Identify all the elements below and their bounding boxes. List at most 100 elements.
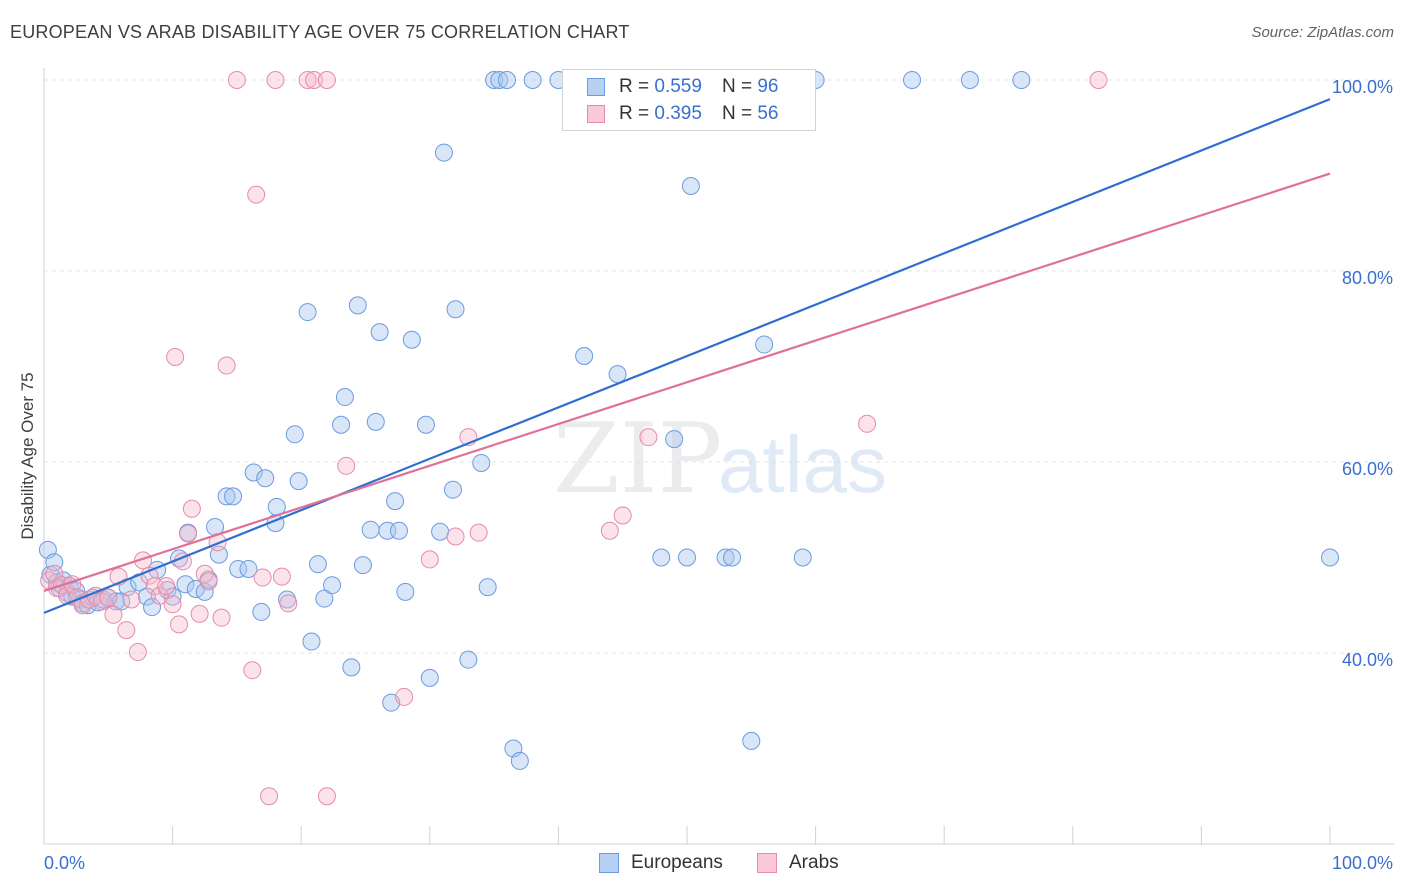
arabs-point xyxy=(279,594,298,613)
europeans-point xyxy=(217,487,236,506)
europeans-point xyxy=(389,521,408,540)
arabs-point xyxy=(190,604,209,623)
arabs-point xyxy=(260,787,279,806)
arabs-point xyxy=(1089,71,1108,89)
europeans-point xyxy=(478,578,497,597)
europeans-point xyxy=(348,296,367,315)
europeans-point xyxy=(229,559,248,578)
europeans-point xyxy=(497,71,516,89)
europeans-point xyxy=(903,71,922,89)
europeans-point xyxy=(575,346,594,365)
arabs-point xyxy=(117,621,136,640)
europeans-point xyxy=(366,412,385,431)
europeans-point xyxy=(960,71,979,89)
arabs-trend-line xyxy=(43,172,1331,592)
axes xyxy=(43,68,1394,845)
x-tick-label: 0.0% xyxy=(44,853,85,873)
arabs-point xyxy=(337,456,356,475)
europeans-point xyxy=(678,548,696,567)
arabs-point xyxy=(305,71,324,89)
europeans-point xyxy=(485,71,504,89)
europeans-point xyxy=(298,303,317,322)
europeans-point xyxy=(1321,548,1339,567)
europeans-point xyxy=(443,480,462,499)
europeans-point xyxy=(446,300,465,319)
europeans-point xyxy=(256,469,275,488)
europeans-point xyxy=(163,587,182,606)
europeans-trend-line xyxy=(43,98,1331,614)
europeans-point xyxy=(396,582,415,601)
europeans-point xyxy=(472,453,491,472)
arabs-point xyxy=(212,608,231,627)
europeans-point xyxy=(416,415,435,434)
arabs-legend-label: Arabs xyxy=(789,852,839,873)
arabs-point xyxy=(150,586,169,605)
europeans-points xyxy=(38,71,1339,770)
arabs-point xyxy=(227,71,246,89)
arabs-point xyxy=(104,605,123,624)
europeans-point xyxy=(420,668,439,687)
arabs-point xyxy=(317,71,336,89)
europeans-point xyxy=(742,731,761,750)
arabs-point xyxy=(247,185,266,204)
europeans-point xyxy=(716,548,735,567)
arabs-point xyxy=(179,524,198,543)
europeans-point xyxy=(459,650,478,669)
arabs-point xyxy=(469,523,488,542)
source-label: Source: ZipAtlas.com xyxy=(1251,24,1394,41)
watermark-zip: ZIP xyxy=(553,403,722,515)
r-label: R = xyxy=(619,103,650,124)
europeans-point xyxy=(434,143,453,162)
r-value: 0.395 xyxy=(654,103,702,124)
arabs-point xyxy=(47,579,66,598)
europeans-point xyxy=(370,323,389,342)
arabs-point xyxy=(298,71,317,89)
y-tick-label: 40.0% xyxy=(1342,650,1393,670)
legend-row-europeans: R = 0.559 N = 96 xyxy=(587,74,778,100)
chart-title: EUROPEAN VS ARAB DISABILITY AGE OVER 75 … xyxy=(10,22,630,42)
europeans-point xyxy=(652,548,671,567)
r-label: R = xyxy=(619,76,650,97)
europeans-legend-label: Europeans xyxy=(631,852,723,873)
arabs-point xyxy=(253,568,272,587)
arabs-legend-swatch xyxy=(757,853,777,873)
watermark: ZIP atlas xyxy=(553,403,887,515)
arabs-point xyxy=(134,551,153,570)
arabs-point xyxy=(128,643,147,662)
europeans-point xyxy=(308,555,327,574)
europeans-point xyxy=(244,463,263,482)
arabs-swatch xyxy=(587,105,605,123)
y-tick-label: 80.0% xyxy=(1342,268,1393,288)
europeans-point xyxy=(490,71,509,89)
arabs-point xyxy=(272,567,291,586)
europeans-point xyxy=(332,415,351,434)
europeans-point xyxy=(315,589,334,608)
x-tick-label: 100.0% xyxy=(1332,853,1393,873)
legend-item-arabs: Arabs xyxy=(757,852,839,874)
watermark-atlas: atlas xyxy=(718,420,887,509)
europeans-point xyxy=(1012,71,1031,89)
arabs-point xyxy=(122,590,141,609)
europeans-point xyxy=(402,330,421,349)
arabs-point xyxy=(446,527,465,546)
europeans-point xyxy=(386,492,405,511)
y-axis-label: Disability Age Over 75 xyxy=(18,372,37,539)
europeans-point xyxy=(335,388,354,407)
legend-row-arabs: R = 0.395 N = 56 xyxy=(587,101,778,127)
y-tick-label: 60.0% xyxy=(1342,459,1393,479)
arabs-point xyxy=(170,615,189,634)
arabs-point xyxy=(420,550,439,569)
trend-lines xyxy=(43,98,1331,614)
n-value: 96 xyxy=(757,76,779,97)
europeans-point xyxy=(285,425,304,444)
arabs-point xyxy=(858,414,877,433)
arabs-point xyxy=(317,787,336,806)
correlation-legend: R = 0.559 N = 96 R = 0.395 N = 56 xyxy=(562,69,816,131)
europeans-point xyxy=(323,576,342,595)
europeans-point xyxy=(510,751,529,770)
europeans-point xyxy=(252,602,271,621)
europeans-point xyxy=(665,430,684,449)
europeans-point xyxy=(224,487,243,506)
arabs-point xyxy=(639,428,658,447)
